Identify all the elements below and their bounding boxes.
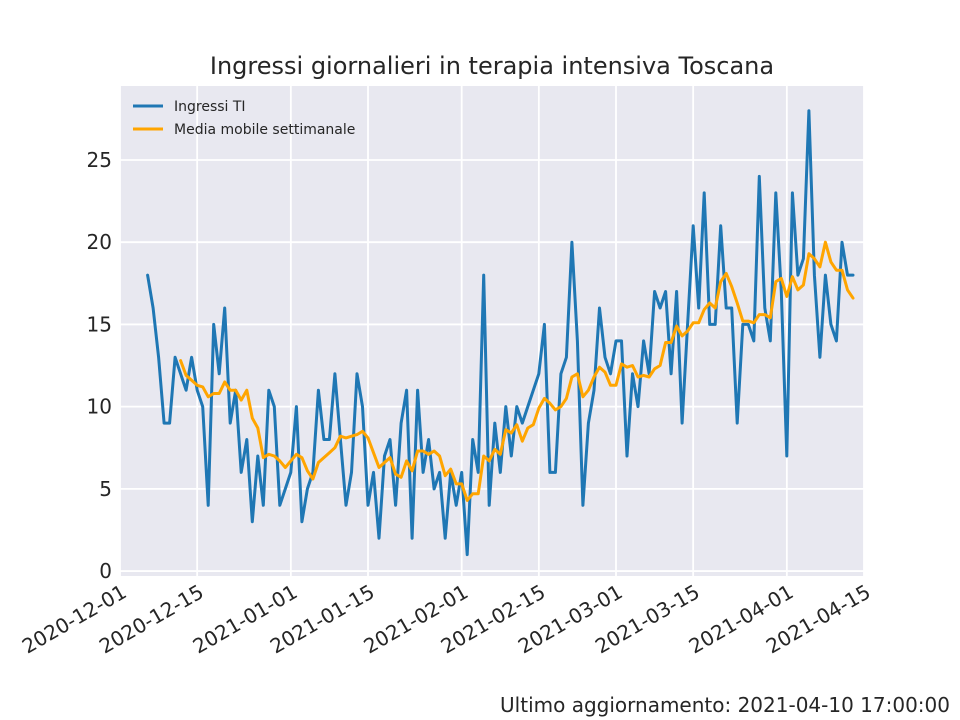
y-tick-label: 20 — [87, 230, 112, 254]
y-tick-label: 5 — [99, 477, 112, 501]
plot-area — [120, 86, 864, 576]
legend-label-ingressi: Ingressi TI — [174, 99, 246, 115]
chart-title: Ingressi giornalieri in terapia intensiv… — [210, 52, 774, 80]
y-tick-label: 10 — [87, 395, 112, 419]
legend: Ingressi TI Media mobile settimanale — [133, 99, 355, 138]
legend-label-media-mobile: Media mobile settimanale — [174, 122, 355, 138]
y-axis-ticks: 0 5 10 15 20 25 — [87, 148, 112, 583]
x-axis-ticks: 2020-12-012020-12-152021-01-012021-01-15… — [18, 580, 875, 659]
y-tick-label: 25 — [87, 148, 112, 172]
y-tick-label: 15 — [87, 312, 112, 336]
last-update-note: Ultimo aggiornamento: 2021-04-10 17:00:0… — [500, 693, 950, 717]
media-mobile-line — [179, 240, 855, 502]
ingressi-ti-line — [146, 109, 855, 557]
series-lines — [146, 109, 855, 557]
y-tick-label: 0 — [99, 559, 112, 583]
